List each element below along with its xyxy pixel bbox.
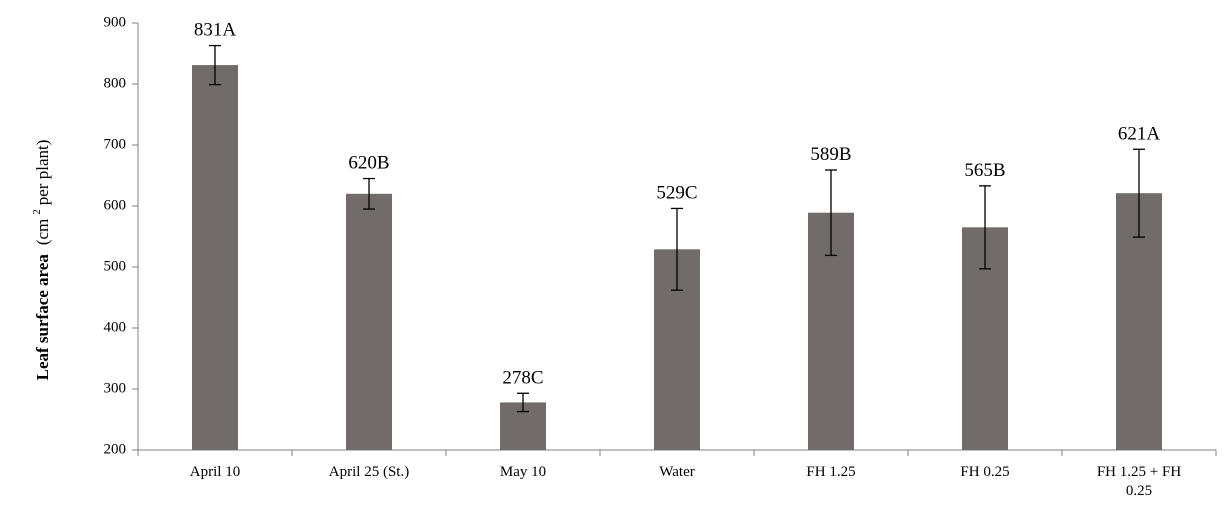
y-axis-label-main: Leaf surface area [33, 254, 52, 381]
x-tick-label: April 25 (St.) [329, 464, 409, 480]
y-tick-label: 600 [104, 197, 127, 213]
x-tick-label: Water [659, 464, 694, 480]
data-label: 278C [502, 367, 543, 388]
x-tick-label: FH 1.25 + FH 0.25 [1097, 464, 1181, 499]
y-axis-label: Leaf surface area (cm 2 per plant) [28, 140, 52, 381]
x-tick-labels: April 10 April 25 (St.) May 10 Water FH 1.25… [190, 464, 1182, 499]
y-tick-label: 700 [104, 136, 127, 152]
error-bars [209, 44, 1145, 413]
data-label: 620B [348, 153, 389, 174]
y-tick-label: 900 [104, 14, 127, 30]
data-label: 589B [810, 144, 851, 165]
y-tick-label: 500 [104, 258, 127, 274]
data-labels: 831A 620B 278C 529C 589B 565B 621A [194, 20, 1161, 389]
bar [346, 193, 392, 451]
x-tick-label: FH 0.25 [960, 464, 1009, 480]
y-tick-label: 200 [104, 441, 127, 457]
bar [192, 65, 238, 450]
y-tick-label: 300 [104, 380, 127, 396]
x-tick-label: April 10 [190, 464, 240, 480]
data-label: 529C [656, 182, 697, 203]
y-tick-labels: 200 300 400 500 600 700 800 900 [104, 14, 127, 457]
x-tick-label: FH 1.25 [806, 464, 855, 480]
y-axis-label-unit-sup: 2 [31, 209, 43, 215]
y-tick-label: 400 [104, 319, 127, 335]
data-label: 565B [964, 160, 1005, 181]
data-label: 831A [194, 20, 237, 41]
y-axis-label-unit-suffix: per plant) [33, 140, 52, 206]
data-label: 621A [1118, 123, 1161, 144]
y-axis-label-unit-prefix: (cm [33, 219, 52, 245]
x-tick-label: May 10 [500, 464, 546, 480]
bars [192, 65, 1162, 451]
y-tick-label: 800 [104, 75, 127, 91]
